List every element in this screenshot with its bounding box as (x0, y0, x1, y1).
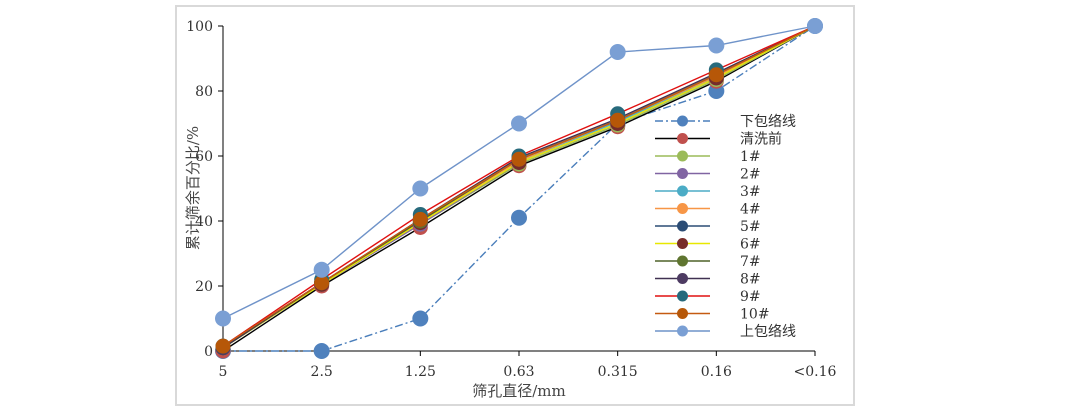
legend-marker-11 (677, 308, 688, 319)
y-tick-label: 40 (195, 214, 213, 230)
series-lines (222, 25, 816, 352)
legend-label-8: 7# (740, 254, 761, 270)
data-point-s11-p5 (708, 67, 724, 83)
x-tick-label: 0.16 (701, 364, 732, 380)
data-point-s12-p3 (511, 115, 527, 132)
x-axis-title: 筛孔直径/mm (472, 382, 566, 400)
data-point-s11-p1 (314, 275, 330, 291)
legend-marker-12 (677, 325, 688, 337)
legend-label-9: 8# (740, 272, 761, 288)
data-point-s12-p4 (609, 44, 626, 60)
legend-label-1: 清洗前 (740, 131, 782, 148)
legend-marker-3 (677, 168, 688, 179)
y-axis-title: 累计筛余百分比/% (184, 126, 202, 250)
x-tick-label: <0.16 (794, 364, 837, 380)
legend-label-3: 2# (740, 167, 761, 183)
y-tick-label: 100 (186, 19, 213, 35)
legend-label-4: 3# (740, 184, 761, 200)
legend-marker-0 (677, 115, 688, 127)
legend-marker-1 (677, 133, 688, 144)
legend-marker-9 (677, 273, 688, 284)
data-point-s11-p2 (412, 211, 428, 227)
x-tick-label: 1.25 (405, 364, 436, 380)
y-tick-label: 20 (195, 279, 213, 295)
legend-label-0: 下包络线 (740, 114, 796, 130)
legend-label-11: 10# (740, 307, 770, 323)
legend-label-10: 9# (740, 289, 761, 305)
legend-marker-6 (677, 220, 688, 232)
chart-frame (175, 5, 855, 406)
y-tick-label: 80 (195, 84, 213, 100)
y-tick-label: 60 (195, 149, 213, 165)
legend-label-6: 5# (740, 219, 761, 235)
data-point-s12-p0 (215, 310, 231, 327)
data-point-s11-p3 (511, 151, 527, 167)
x-tick-label: 0.315 (598, 364, 638, 380)
data-point-s11-p0 (215, 338, 231, 354)
data-point-s12-p5 (708, 37, 725, 54)
legend-marker-8 (677, 255, 688, 267)
legend-marker-5 (677, 203, 688, 214)
series-line-2 (222, 25, 816, 349)
legend-label-12: 上包络线 (740, 324, 796, 340)
axes: 0 20 40 60 80 100 5 2.5 1.25 0.63 0.315 0.16 <0.16 (186, 19, 836, 380)
legend-marker-2 (677, 150, 688, 162)
data-point-s11-p4 (610, 112, 626, 128)
data-point-s0-p1 (313, 343, 330, 359)
legend-label-7: 6# (740, 237, 761, 253)
legend-marker-4 (677, 185, 688, 197)
series-markers (215, 18, 823, 359)
x-tick-label: 0.63 (503, 364, 534, 380)
y-tick-label: 0 (204, 344, 213, 360)
legend-marker-10 (677, 290, 688, 302)
data-point-s12-p2 (412, 180, 429, 197)
data-point-s0-p2 (412, 310, 429, 327)
legend-label-2: 1# (740, 149, 761, 165)
data-point-s12-p1 (313, 261, 330, 278)
x-tick-label: 2.5 (311, 364, 333, 380)
data-point-s12-p6 (807, 18, 823, 34)
legend-marker-7 (677, 238, 688, 249)
legend-label-5: 4# (740, 202, 761, 218)
data-point-s0-p3 (511, 209, 527, 226)
x-tick-label: 5 (219, 364, 228, 380)
